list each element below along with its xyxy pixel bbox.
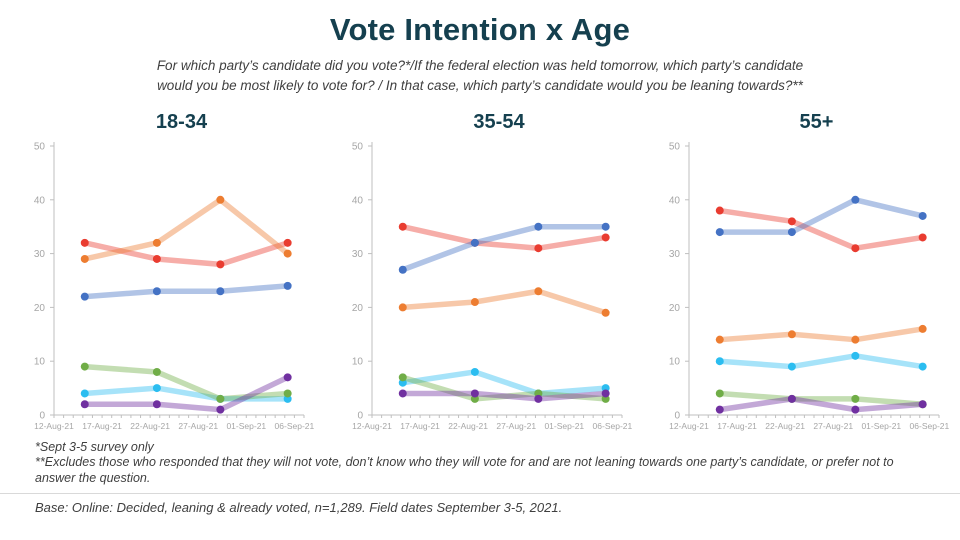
footnote-1: *Sept 3-5 survey only [35, 439, 154, 454]
svg-text:10: 10 [34, 356, 46, 367]
panel-title-18-34: 18-34 [155, 110, 208, 133]
panel-age-35-54: 35-54 0 10 20 30 40 50 12-Aug-21 17-Aug-21 22-Au… [322, 111, 639, 438]
svg-text:10: 10 [351, 356, 363, 367]
svg-text:40: 40 [351, 195, 363, 206]
line-chart-35-54: 0 10 20 30 40 50 12-Aug-21 17-Aug-21 22-Aug-21 27… [351, 141, 632, 431]
svg-text:20: 20 [669, 302, 681, 313]
panel-age-55plus: 55+ 0 10 20 30 40 50 12-Aug-21 17-Aug-21 22-Aug-… [639, 111, 956, 438]
page-title: Vote Intention x Age [329, 12, 631, 47]
svg-text:10: 10 [669, 356, 681, 367]
line-chart-18-34: 0 10 20 30 40 50 12-Aug-21 17-Aug-21 22-Aug-21 27… [34, 141, 315, 431]
footnote-2: **Excludes those who responded that they… [35, 455, 894, 485]
svg-text:50: 50 [669, 141, 681, 152]
svg-text:50: 50 [34, 141, 46, 152]
svg-text:20: 20 [351, 302, 363, 313]
svg-text:22-Aug-21: 22-Aug-21 [448, 421, 488, 431]
svg-text:01-Sep-21: 01-Sep-21 [544, 421, 584, 431]
svg-text:01-Sep-21: 01-Sep-21 [226, 421, 266, 431]
svg-text:06-Sep-21: 06-Sep-21 [275, 421, 315, 431]
panel-title-35-54: 35-54 [473, 110, 525, 133]
svg-text:17-Aug-21: 17-Aug-21 [400, 421, 440, 431]
svg-text:27-Aug-21: 27-Aug-21 [178, 421, 218, 431]
svg-text:01-Sep-21: 01-Sep-21 [861, 421, 901, 431]
svg-text:0: 0 [357, 410, 363, 421]
svg-text:06-Sep-21: 06-Sep-21 [910, 421, 950, 431]
svg-text:12-Aug-21: 12-Aug-21 [669, 421, 709, 431]
svg-text:20: 20 [34, 302, 46, 313]
svg-text:22-Aug-21: 22-Aug-21 [130, 421, 170, 431]
base-note: Base: Online: Decided, leaning & already… [35, 500, 563, 516]
svg-text:22-Aug-21: 22-Aug-21 [765, 421, 805, 431]
divider-line [0, 493, 960, 495]
subtitle-line-1: For which party’s candidate did you vote… [156, 58, 804, 73]
panel-age-18-34: 18-34 0 10 20 30 40 50 12-Aug-21 17-Aug-21 22-Au… [4, 111, 321, 438]
svg-text:40: 40 [34, 195, 46, 206]
footnotes: *Sept 3-5 survey only **Excludes those w… [35, 440, 915, 487]
subtitle-line-2: would you be most likely to vote for? / … [157, 78, 803, 94]
svg-text:27-Aug-21: 27-Aug-21 [813, 421, 853, 431]
line-chart-55plus: 0 10 20 30 40 50 12-Aug-21 17-Aug-21 22-Aug-21 27… [669, 141, 950, 431]
charts-row: 18-34 0 10 20 30 40 50 12-Aug-21 17-Aug-21 22-Au… [0, 111, 960, 438]
svg-text:30: 30 [351, 249, 363, 260]
svg-text:12-Aug-21: 12-Aug-21 [34, 421, 74, 431]
svg-text:40: 40 [669, 195, 681, 206]
svg-text:17-Aug-21: 17-Aug-21 [82, 421, 122, 431]
survey-question-subtitle: For which party’s candidate did you vote… [0, 56, 960, 97]
svg-text:27-Aug-21: 27-Aug-21 [496, 421, 536, 431]
svg-text:12-Aug-21: 12-Aug-21 [352, 421, 392, 431]
svg-text:0: 0 [674, 410, 680, 421]
svg-text:17-Aug-21: 17-Aug-21 [717, 421, 757, 431]
svg-text:30: 30 [669, 249, 681, 260]
svg-text:0: 0 [39, 410, 45, 421]
svg-text:06-Sep-21: 06-Sep-21 [592, 421, 632, 431]
svg-text:50: 50 [351, 141, 363, 152]
svg-text:30: 30 [34, 249, 46, 260]
panel-title-55plus: 55+ [799, 110, 834, 133]
